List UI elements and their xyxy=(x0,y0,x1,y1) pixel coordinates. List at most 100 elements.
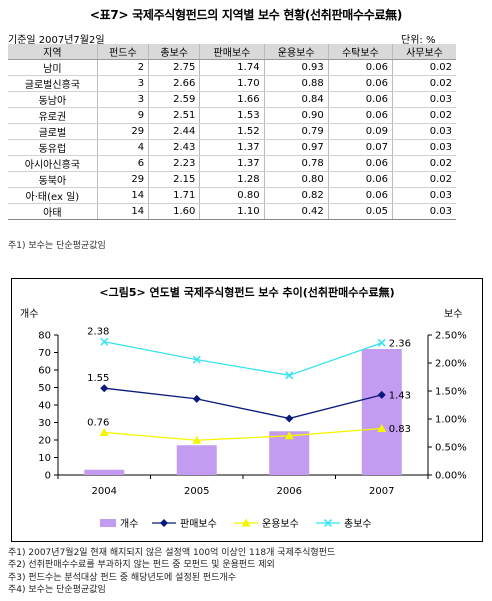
fee-trend-chart: <그림5> 연도별 국제주식형펀드 보수 추이(선취판매수수료無) 개수 보수 0 10… xyxy=(20,285,467,530)
y-right-tick-label: 2.00% xyxy=(435,359,467,370)
region-cell: 아시아신흥국 xyxy=(8,155,98,172)
value-cell: 0.03 xyxy=(392,139,456,156)
value-cell: 0.09 xyxy=(328,123,393,140)
region-cell: 남미 xyxy=(8,59,98,76)
value-cell: 0.05 xyxy=(328,203,393,220)
point-운용보수 xyxy=(284,431,294,440)
value-cell: 2.43 xyxy=(148,139,201,156)
data-label: 1.43 xyxy=(389,390,411,401)
region-cell: 유로권 xyxy=(8,107,98,124)
region-cell: 아태 xyxy=(8,203,98,220)
point-총보수 xyxy=(100,337,109,346)
value-cell: 0.03 xyxy=(392,203,456,220)
value-cell: 0.02 xyxy=(392,171,456,188)
value-cell: 14 xyxy=(97,187,150,204)
column-header: 판매보수 xyxy=(199,44,265,60)
value-cell: 0.79 xyxy=(264,123,329,140)
value-cell: 9 xyxy=(97,107,150,124)
value-cell: 0.82 xyxy=(264,187,329,204)
region-cell: 글로벌 xyxy=(8,123,98,140)
value-cell: 2.23 xyxy=(148,155,201,172)
value-cell: 1.66 xyxy=(199,91,265,108)
column-header: 수탁보수 xyxy=(328,44,393,60)
value-cell: 0.06 xyxy=(328,107,393,124)
table-title: <표7> 국제주식형펀드의 지역별 보수 현황(선취판매수수료無) xyxy=(89,8,403,22)
footnote: 주3) 펀드수는 분석대상 펀드 중 해당년도에 설정된 펀드개수 xyxy=(8,572,236,583)
value-cell: 14 xyxy=(97,203,150,220)
legend-label: 총보수 xyxy=(344,518,372,530)
y-left-tick-label: 80 xyxy=(38,331,51,342)
value-cell: 29 xyxy=(97,123,150,140)
value-cell: 0.02 xyxy=(392,107,456,124)
region-cell: 동유럽 xyxy=(8,139,98,156)
point-판매보수 xyxy=(192,394,201,403)
y-right-tick-label: 2.50% xyxy=(435,331,467,342)
y-left-tick-label: 20 xyxy=(38,436,51,447)
value-cell: 0.06 xyxy=(328,155,393,172)
point-판매보수 xyxy=(285,414,294,423)
column-header: 펀드수 xyxy=(97,44,150,60)
footnote: 주2) 선취판매수수료를 부과하지 않는 펀드 중 모펀드 및 운용펀드 제외 xyxy=(8,560,275,571)
value-cell: 0.02 xyxy=(392,155,456,172)
bar-개수 xyxy=(361,349,402,475)
value-cell: 1.70 xyxy=(199,75,265,92)
column-header: 사무보수 xyxy=(392,44,456,60)
unit-label: 단위: % xyxy=(401,35,436,46)
series-line-운용보수 xyxy=(104,427,382,441)
legend-label: 개수 xyxy=(120,518,138,530)
value-cell: 1.28 xyxy=(199,171,265,188)
y-right-axis-label: 보수 xyxy=(444,308,462,320)
y-left-tick-label: 60 xyxy=(38,366,51,377)
y-left-tick-label: 30 xyxy=(38,418,51,429)
value-cell: 0.80 xyxy=(264,171,329,188)
table-row: 아태 14 1.60 1.10 0.42 0.05 0.03 xyxy=(8,203,456,220)
value-cell: 0.03 xyxy=(392,187,456,204)
value-cell: 0.78 xyxy=(264,155,329,172)
data-label: 1.55 xyxy=(87,373,109,384)
x-tick-label: 2004 xyxy=(92,486,117,497)
value-cell: 0.80 xyxy=(199,187,265,204)
table-note: 주1) 보수는 단순평균값임 xyxy=(8,241,106,251)
column-header: 총보수 xyxy=(148,44,201,60)
table-row: 동북아 29 2.15 1.28 0.80 0.06 0.02 xyxy=(8,171,456,188)
series-line-판매보수 xyxy=(104,387,382,420)
table-row: 아시아신흥국 6 2.23 1.37 0.78 0.06 0.02 xyxy=(8,155,456,172)
value-cell: 1.37 xyxy=(199,139,265,156)
legend-label: 판매보수 xyxy=(180,518,217,530)
y-left-tick-label: 70 xyxy=(38,348,51,359)
value-cell: 1.60 xyxy=(148,203,201,220)
value-cell: 1.53 xyxy=(199,107,265,124)
y-left-tick-label: 0 xyxy=(45,471,51,482)
data-label: 2.38 xyxy=(87,327,109,338)
region-cell: 동북아 xyxy=(8,171,98,188)
y-left-tick-label: 10 xyxy=(38,453,51,464)
value-cell: 0.90 xyxy=(264,107,329,124)
point-총보수 xyxy=(285,371,294,380)
value-cell: 3 xyxy=(97,75,150,92)
table-row: 글로벌신흥국 3 2.66 1.70 0.88 0.06 0.02 xyxy=(8,75,456,92)
bar-개수 xyxy=(84,469,125,475)
y-right-tick-label: 1.00% xyxy=(435,415,467,426)
value-cell: 4 xyxy=(97,139,150,156)
legend-marker-운용보수 xyxy=(241,518,251,527)
x-tick-label: 2006 xyxy=(277,486,302,497)
chart-box: <그림5> 연도별 국제주식형펀드 보수 추이(선취판매수수료無) 개수 보수 0 10… xyxy=(11,278,483,542)
value-cell: 0.93 xyxy=(264,59,329,76)
value-cell: 1.52 xyxy=(199,123,265,140)
value-cell: 0.02 xyxy=(392,75,456,92)
table-row: 동유럽 4 2.43 1.37 0.97 0.07 0.03 xyxy=(8,139,456,156)
x-tick-label: 2007 xyxy=(369,486,394,497)
value-cell: 2 xyxy=(97,59,150,76)
fee-table: 지역 펀드수 총보수 판매보수 운용보수 수탁보수 사무보수 남미 2 2.75 1.74 0.93… xyxy=(8,44,456,220)
column-header: 지역 xyxy=(8,44,98,60)
point-총보수 xyxy=(377,338,386,347)
point-총보수 xyxy=(192,355,201,364)
value-cell: 2.15 xyxy=(148,171,201,188)
value-cell: 1.71 xyxy=(148,187,201,204)
footnote: 주4) 보수는 단순평균값임 xyxy=(8,584,106,595)
value-cell: 0.06 xyxy=(328,91,393,108)
value-cell: 0.07 xyxy=(328,139,393,156)
series-line-총보수 xyxy=(104,341,382,376)
fee-table-header: 지역 펀드수 총보수 판매보수 운용보수 수탁보수 사무보수 xyxy=(8,44,456,60)
value-cell: 0.84 xyxy=(264,91,329,108)
